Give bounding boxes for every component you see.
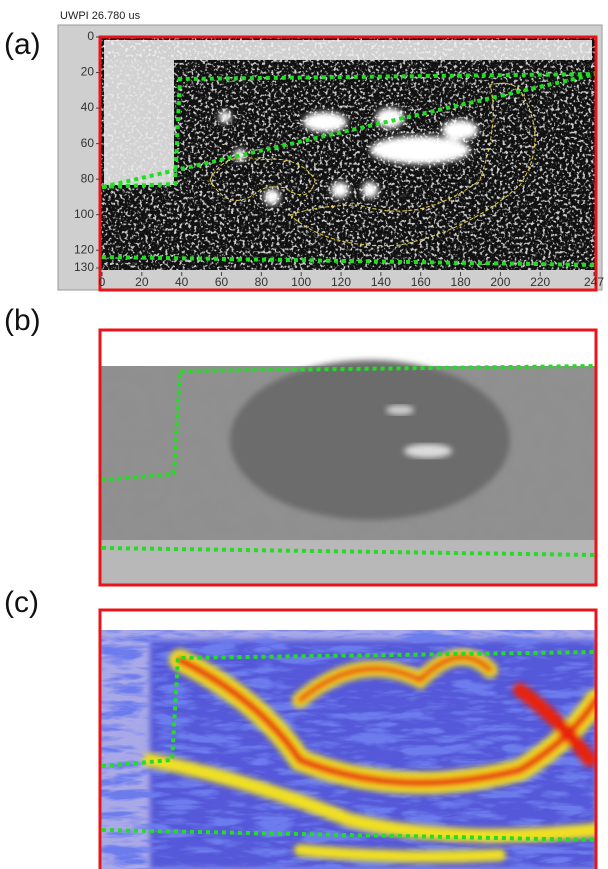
x-tick-label: 140 — [371, 275, 391, 289]
panel-header: UWPI 26.780 us — [60, 10, 141, 22]
x-tick-label: 0 — [99, 275, 106, 289]
y-tick-label: 60 — [81, 136, 95, 150]
reference-image — [100, 330, 596, 585]
x-tick-label: 40 — [175, 275, 189, 289]
x-tick-label: 100 — [291, 275, 311, 289]
wavefield-image — [100, 610, 596, 869]
x-tick-label: 80 — [255, 275, 269, 289]
x-tick-label: 200 — [490, 275, 510, 289]
y-tick-label: 130 — [74, 260, 94, 274]
x-tick-label: 247 — [584, 275, 604, 289]
x-tick-label: 160 — [411, 275, 431, 289]
y-tick-label: 80 — [81, 171, 95, 185]
x-tick-label: 20 — [135, 275, 149, 289]
panel-label: (a) — [4, 28, 41, 61]
y-tick-label: 100 — [74, 207, 94, 221]
y-tick-label: 20 — [81, 65, 95, 79]
panel-label: (b) — [4, 304, 41, 337]
panel-label: (c) — [4, 586, 39, 619]
x-tick-label: 60 — [215, 275, 229, 289]
figure: UWPI 26.780 us (a) 0 20 40 60 80 100 120 130 0 20… — [0, 0, 608, 869]
ultrasonic-image — [100, 37, 596, 270]
x-tick-label: 120 — [331, 275, 351, 289]
y-tick-label: 0 — [87, 29, 94, 43]
y-tick-label: 40 — [81, 100, 95, 114]
y-tick-label: 120 — [74, 242, 94, 256]
x-tick-label: 220 — [530, 275, 550, 289]
x-tick-label: 180 — [451, 275, 471, 289]
